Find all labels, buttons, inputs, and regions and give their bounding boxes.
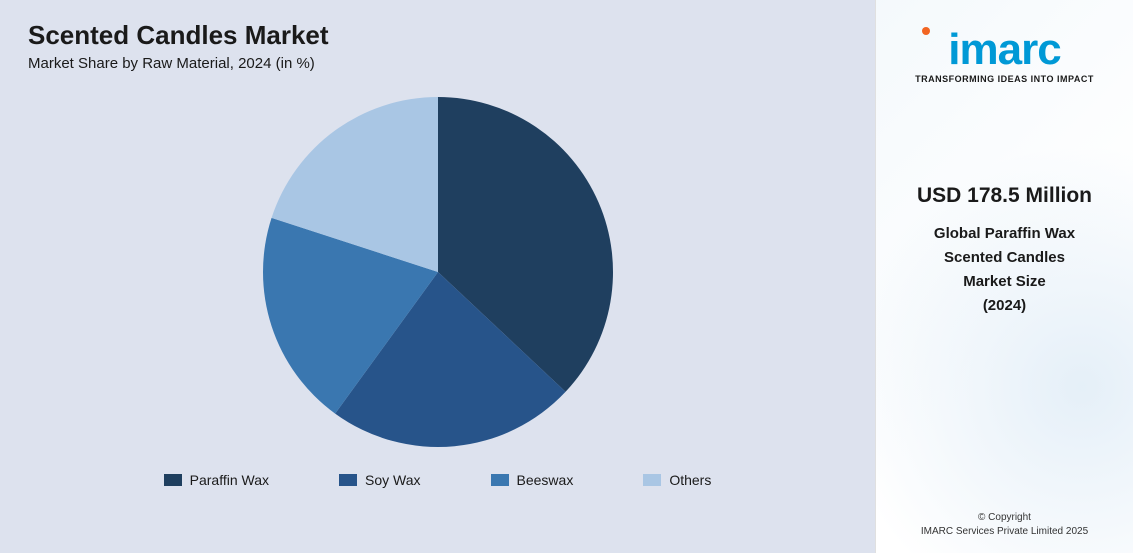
page-title: Scented Candles Market <box>28 20 847 51</box>
pie-chart-area <box>28 82 847 462</box>
legend-item: Others <box>643 472 711 488</box>
legend-label: Others <box>669 472 711 488</box>
chart-panel: Scented Candles Market Market Share by R… <box>0 0 875 553</box>
copyright-line-1: © Copyright <box>876 511 1133 525</box>
legend-item: Paraffin Wax <box>164 472 269 488</box>
metric-line-1: Global Paraffin Wax <box>917 222 1092 246</box>
legend-swatch-icon <box>164 474 182 486</box>
legend-label: Soy Wax <box>365 472 421 488</box>
page-subtitle: Market Share by Raw Material, 2024 (in %… <box>28 55 847 72</box>
pie-chart <box>258 92 618 452</box>
metric-line-2: Scented Candles <box>917 246 1092 270</box>
legend-item: Beeswax <box>491 472 574 488</box>
logo-text: imarc <box>915 28 1094 72</box>
brand-logo: imarc TRANSFORMING IDEAS INTO IMPACT <box>915 28 1094 84</box>
legend-swatch-icon <box>339 474 357 486</box>
copyright: © Copyright IMARC Services Private Limit… <box>876 511 1133 539</box>
logo-dot-icon <box>922 27 930 35</box>
metric-line-3: Market Size <box>917 270 1092 294</box>
legend-label: Beeswax <box>517 472 574 488</box>
info-panel: imarc TRANSFORMING IDEAS INTO IMPACT USD… <box>875 0 1133 553</box>
metric-value: USD 178.5 Million <box>917 184 1092 208</box>
logo-tagline: TRANSFORMING IDEAS INTO IMPACT <box>915 74 1094 84</box>
legend-swatch-icon <box>643 474 661 486</box>
copyright-line-2: IMARC Services Private Limited 2025 <box>876 525 1133 539</box>
metric-block: USD 178.5 Million Global Paraffin Wax Sc… <box>917 184 1092 318</box>
legend: Paraffin Wax Soy Wax Beeswax Others <box>28 472 847 488</box>
metric-line-4: (2024) <box>917 294 1092 318</box>
legend-item: Soy Wax <box>339 472 421 488</box>
legend-swatch-icon <box>491 474 509 486</box>
legend-label: Paraffin Wax <box>190 472 269 488</box>
